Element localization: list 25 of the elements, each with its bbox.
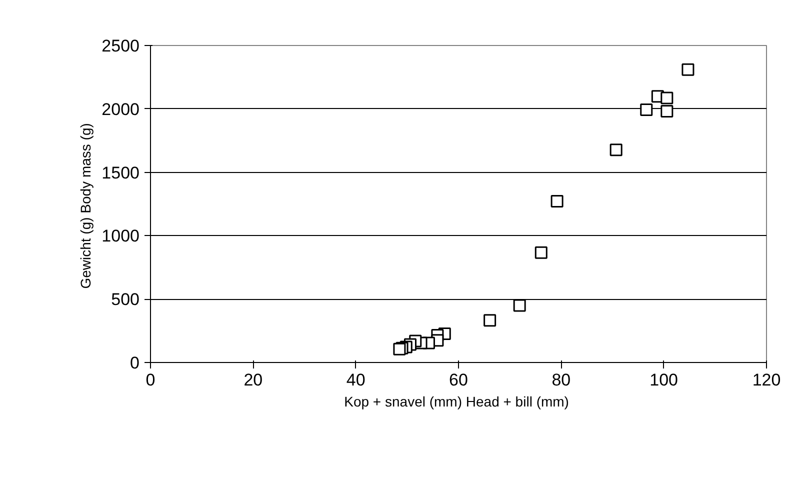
- point: [682, 63, 694, 76]
- y-tick-label: 0: [130, 354, 140, 372]
- x-tick-label: 20: [244, 370, 263, 390]
- point: [534, 246, 548, 259]
- x-tick-label: 0: [146, 370, 156, 390]
- y-tick-label: 2500: [102, 36, 140, 56]
- point: [640, 104, 653, 116]
- point: [610, 144, 622, 156]
- point: [393, 342, 406, 356]
- y-tick-label: 2000: [102, 100, 140, 119]
- point: [550, 194, 564, 208]
- x-axis-title: Kop + snavel (mm) Head + bill (mm): [344, 394, 569, 410]
- y-tick-label: 1500: [102, 163, 140, 182]
- x-tick-label: 40: [346, 370, 366, 390]
- x-tick-label: 100: [650, 370, 678, 390]
- y-tick-label: 500: [111, 290, 140, 310]
- point: [660, 105, 674, 118]
- y-axis-title: Gewicht (g) Body mass (g): [78, 123, 94, 289]
- point: [660, 92, 674, 104]
- x-tick-label: 120: [752, 370, 781, 390]
- x-tick-label: 60: [449, 370, 468, 390]
- point: [513, 299, 526, 312]
- y-tick-label: 1000: [102, 226, 140, 246]
- point: [484, 314, 496, 327]
- x-tick-label: 80: [552, 370, 571, 390]
